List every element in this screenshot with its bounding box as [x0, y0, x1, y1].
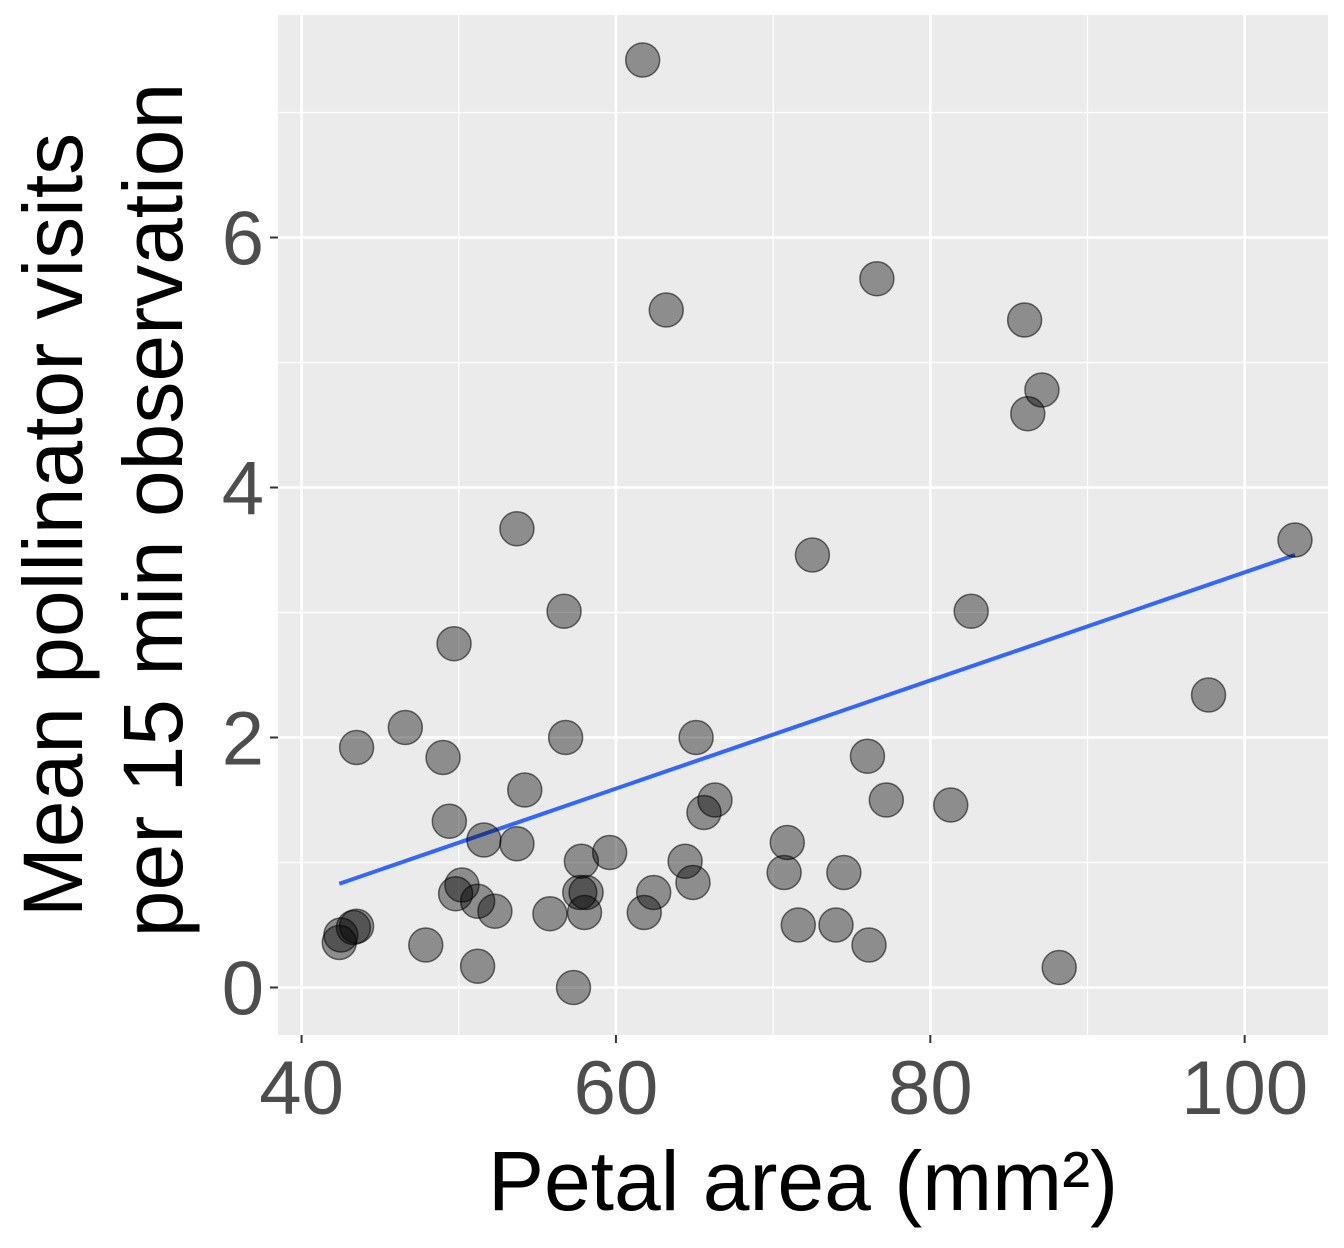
x-axis-ticks: 40 60 80 100	[259, 1035, 1308, 1131]
data-point	[499, 511, 535, 547]
data-point	[1277, 522, 1313, 558]
data-point	[431, 803, 468, 839]
gridlines	[278, 15, 1328, 1035]
data-point	[591, 834, 628, 871]
data-point	[933, 787, 969, 823]
data-point	[794, 537, 831, 573]
data-point	[675, 864, 711, 901]
y-tick-label: 4	[222, 447, 264, 532]
data-point	[667, 843, 703, 879]
data-point	[1010, 396, 1046, 432]
y-axis-title-line-2: per 15 min observation	[106, 83, 200, 937]
data-point	[477, 893, 513, 929]
x-axis-title: Petal area (mm²)	[488, 1134, 1118, 1228]
data-point	[769, 824, 806, 861]
y-axis-ticks: 0 2 4 6	[222, 197, 278, 1032]
data-point	[686, 794, 722, 831]
data-point	[635, 874, 672, 911]
data-point	[499, 826, 535, 862]
data-point	[859, 261, 895, 297]
data-point	[1006, 302, 1043, 338]
data-point	[547, 719, 584, 756]
data-point	[436, 626, 472, 662]
data-point	[566, 894, 603, 931]
data-point	[437, 876, 474, 912]
data-point	[568, 874, 604, 911]
x-tick-label: 80	[888, 1046, 973, 1131]
points	[321, 42, 1313, 1006]
data-point	[1024, 372, 1060, 408]
data-point	[868, 782, 905, 818]
data-point	[466, 822, 502, 858]
data-point	[321, 924, 358, 961]
data-point	[953, 593, 989, 629]
x-tick-label: 40	[259, 1046, 344, 1131]
data-point	[459, 883, 496, 919]
data-point	[818, 907, 854, 943]
data-point	[1190, 677, 1227, 713]
data-point	[624, 42, 661, 78]
regression-line	[338, 553, 1296, 886]
data-point	[338, 729, 375, 766]
x-tick-label: 60	[574, 1046, 659, 1131]
data-point	[563, 843, 600, 879]
y-tick-label: 6	[222, 197, 264, 282]
y-tick-label: 0	[222, 947, 264, 1032]
data-point	[849, 738, 886, 774]
data-point	[626, 894, 662, 931]
data-point	[532, 896, 568, 932]
data-point	[648, 292, 684, 328]
data-point	[678, 719, 714, 756]
y-tick-label: 2	[222, 697, 264, 782]
data-point	[425, 739, 461, 776]
x-tick-label: 100	[1181, 1046, 1308, 1131]
data-point	[1041, 949, 1077, 986]
data-point	[387, 709, 424, 746]
data-point	[507, 772, 543, 808]
data-point	[766, 854, 802, 891]
data-point	[826, 854, 862, 891]
plot-panel	[278, 15, 1328, 1035]
data-point	[555, 969, 592, 1006]
data-point	[408, 927, 444, 963]
data-point	[851, 927, 887, 963]
y-axis-title-line-1: Mean pollinator visits	[6, 133, 100, 917]
data-point	[546, 593, 582, 629]
data-point	[459, 948, 496, 984]
data-point	[780, 907, 817, 943]
trend-line-group	[338, 553, 1296, 886]
